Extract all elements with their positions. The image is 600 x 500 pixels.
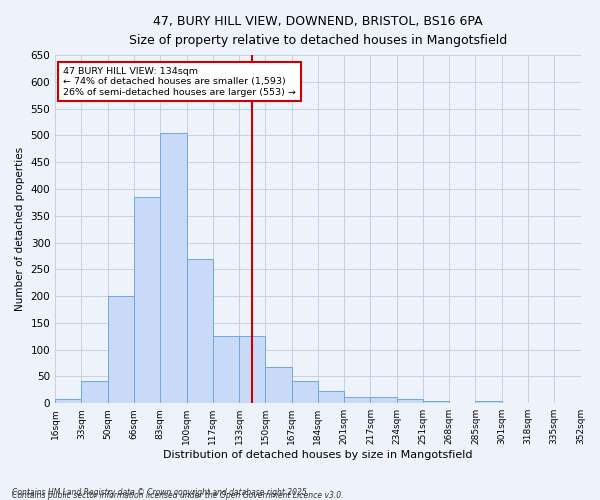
Y-axis label: Number of detached properties: Number of detached properties xyxy=(15,147,25,311)
Text: 47 BURY HILL VIEW: 134sqm
← 74% of detached houses are smaller (1,593)
26% of se: 47 BURY HILL VIEW: 134sqm ← 74% of detac… xyxy=(63,67,296,96)
Bar xyxy=(475,401,502,403)
Bar xyxy=(344,397,370,403)
Bar xyxy=(187,258,213,403)
Text: Contains public sector information licensed under the Open Government Licence v3: Contains public sector information licen… xyxy=(12,492,343,500)
Bar xyxy=(423,401,449,403)
Bar xyxy=(213,336,239,403)
Bar xyxy=(292,380,318,403)
Bar xyxy=(108,296,134,403)
Bar xyxy=(134,197,160,403)
Title: 47, BURY HILL VIEW, DOWNEND, BRISTOL, BS16 6PA
Size of property relative to deta: 47, BURY HILL VIEW, DOWNEND, BRISTOL, BS… xyxy=(129,15,507,47)
Bar xyxy=(160,133,187,403)
Bar xyxy=(265,367,292,403)
X-axis label: Distribution of detached houses by size in Mangotsfield: Distribution of detached houses by size … xyxy=(163,450,473,460)
Text: Contains HM Land Registry data © Crown copyright and database right 2025.: Contains HM Land Registry data © Crown c… xyxy=(12,488,309,497)
Bar xyxy=(318,392,344,403)
Bar xyxy=(82,380,108,403)
Bar xyxy=(239,336,265,403)
Bar xyxy=(397,399,423,403)
Bar xyxy=(55,399,82,403)
Bar xyxy=(370,397,397,403)
